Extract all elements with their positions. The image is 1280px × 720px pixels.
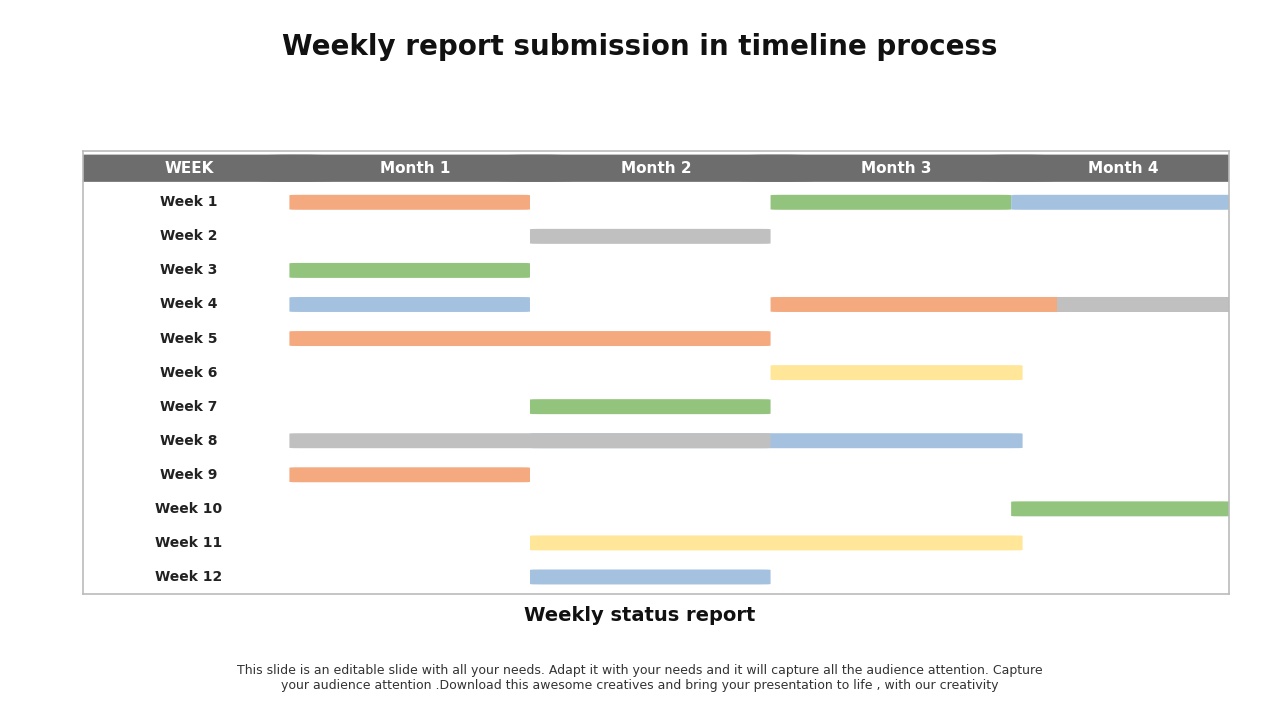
Text: Week 7: Week 7 (160, 400, 218, 414)
FancyBboxPatch shape (44, 155, 335, 182)
FancyBboxPatch shape (771, 195, 1011, 210)
FancyBboxPatch shape (1011, 501, 1234, 516)
Text: Week 2: Week 2 (160, 230, 218, 243)
FancyBboxPatch shape (289, 331, 771, 346)
Text: This slide is an editable slide with all your needs. Adapt it with your needs an: This slide is an editable slide with all… (237, 665, 1043, 692)
Text: Week 1: Week 1 (160, 195, 218, 210)
FancyBboxPatch shape (977, 155, 1268, 182)
Text: Month 1: Month 1 (380, 161, 451, 176)
FancyBboxPatch shape (289, 195, 530, 210)
Text: Week 11: Week 11 (155, 536, 223, 550)
Text: Week 8: Week 8 (160, 433, 218, 448)
Text: Month 4: Month 4 (1088, 161, 1158, 176)
Text: Weekly report submission in timeline process: Weekly report submission in timeline pro… (283, 33, 997, 60)
Text: Week 10: Week 10 (155, 502, 223, 516)
Text: Month 3: Month 3 (861, 161, 932, 176)
FancyBboxPatch shape (530, 433, 1023, 449)
FancyBboxPatch shape (771, 297, 1234, 312)
FancyBboxPatch shape (495, 155, 817, 182)
FancyBboxPatch shape (289, 263, 530, 278)
FancyBboxPatch shape (289, 297, 530, 312)
FancyBboxPatch shape (1011, 195, 1234, 210)
Text: Week 5: Week 5 (160, 331, 218, 346)
Text: Weekly status report: Weekly status report (525, 606, 755, 625)
FancyBboxPatch shape (530, 229, 771, 244)
FancyBboxPatch shape (289, 467, 530, 482)
FancyBboxPatch shape (736, 155, 1057, 182)
FancyBboxPatch shape (255, 155, 576, 182)
FancyBboxPatch shape (771, 365, 1023, 380)
FancyBboxPatch shape (530, 536, 1023, 550)
Text: Week 3: Week 3 (160, 264, 218, 277)
Text: Week 9: Week 9 (160, 468, 218, 482)
Text: Week 4: Week 4 (160, 297, 218, 312)
Text: Week 6: Week 6 (160, 366, 218, 379)
FancyBboxPatch shape (1057, 297, 1234, 312)
FancyBboxPatch shape (289, 433, 771, 449)
FancyBboxPatch shape (530, 570, 771, 585)
FancyBboxPatch shape (530, 399, 771, 414)
Text: Week 12: Week 12 (155, 570, 223, 584)
Text: WEEK: WEEK (165, 161, 214, 176)
Text: Month 2: Month 2 (621, 161, 691, 176)
